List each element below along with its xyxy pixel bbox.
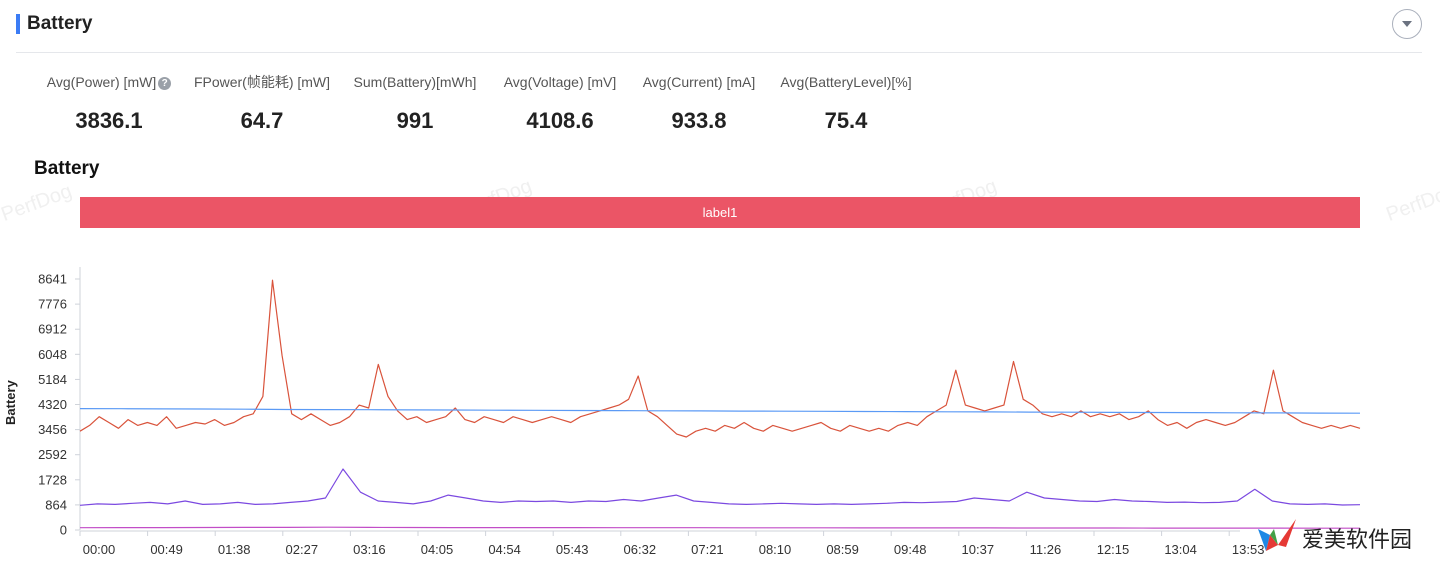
- y-tick-label: 1728: [38, 472, 67, 487]
- x-tick-label: 06:32: [624, 542, 657, 557]
- x-tick-label: 00:49: [150, 542, 183, 557]
- metric-value: 75.4: [824, 108, 868, 133]
- metric-value: 933.8: [671, 108, 727, 133]
- metric-label: Sum(Battery)[mWh]: [353, 74, 477, 90]
- x-tick-label: 02:27: [286, 542, 319, 557]
- x-tick-label: 04:54: [488, 542, 521, 557]
- section-title: Battery: [27, 13, 93, 34]
- x-tick-label: 08:10: [759, 542, 792, 557]
- x-tick-label: 12:15: [1097, 542, 1130, 557]
- metrics-row: Avg(Power) [mW]? 3836.1 FPower(帧能耗) [mW]…: [0, 72, 1000, 142]
- label-band[interactable]: label1: [80, 197, 1360, 228]
- metric-sum-battery: Sum(Battery)[mWh] 991: [349, 72, 481, 134]
- y-tick-label: 864: [45, 497, 67, 512]
- metric-value: 991: [396, 108, 434, 133]
- x-tick-label: 13:04: [1164, 542, 1197, 557]
- y-tick-label: 2592: [38, 447, 67, 462]
- site-logo: 爱美软件园: [1256, 517, 1440, 557]
- x-tick-label: 13:53: [1232, 542, 1265, 557]
- x-tick-label: 05:43: [556, 542, 589, 557]
- chevron-down-icon: [1402, 21, 1412, 27]
- metric-avg-battery-level: Avg(BatteryLevel)[%] 75.4: [777, 72, 915, 134]
- metric-label: Avg(Voltage) [mV]: [503, 74, 617, 90]
- section-accent-bar: [16, 14, 20, 34]
- metric-value: 64.7: [240, 108, 284, 133]
- metric-label: Avg(Current) [mA]: [642, 74, 756, 90]
- metric-label: Avg(BatteryLevel)[%]: [780, 74, 912, 90]
- series-line-voltage: [79, 408, 1361, 414]
- metric-fpower: FPower(帧能耗) [mW] 64.7: [192, 72, 332, 134]
- x-tick-label: 08:59: [826, 542, 859, 557]
- logo-icon: [1258, 519, 1296, 551]
- y-tick-label: 6912: [38, 322, 67, 337]
- y-tick-label: 7776: [38, 297, 67, 312]
- metric-label: FPower(帧能耗) [mW]: [193, 74, 331, 90]
- header-divider: [16, 52, 1422, 53]
- y-tick-label: 4320: [38, 397, 67, 412]
- logo-text: 爱美软件园: [1302, 527, 1413, 552]
- x-tick-label: 09:48: [894, 542, 927, 557]
- chart-title: Battery: [34, 158, 100, 179]
- y-tick-label: 5184: [38, 372, 67, 387]
- y-tick-label: 3456: [38, 422, 67, 437]
- series-line-power: [79, 279, 1361, 438]
- x-tick-label: 10:37: [962, 542, 995, 557]
- y-tick-label: 6048: [38, 347, 67, 362]
- section-header: Battery: [16, 9, 1424, 52]
- metric-avg-power: Avg(Power) [mW]? 3836.1: [42, 72, 176, 134]
- y-tick-label: 0: [60, 523, 67, 538]
- x-tick-label: 01:38: [218, 542, 251, 557]
- series-line-current: [79, 468, 1361, 506]
- metric-avg-voltage: Avg(Voltage) [mV] 4108.6: [499, 72, 621, 134]
- metric-value: 3836.1: [75, 108, 143, 133]
- y-tick-label: 8641: [38, 272, 67, 287]
- metric-avg-current: Avg(Current) [mA] 933.8: [638, 72, 760, 134]
- metric-label: Avg(Power) [mW]: [46, 74, 157, 90]
- collapse-button[interactable]: [1392, 9, 1422, 39]
- x-tick-label: 07:21: [691, 542, 724, 557]
- help-icon[interactable]: ?: [158, 77, 172, 90]
- x-tick-label: 11:26: [1030, 542, 1062, 557]
- series-line-level: [79, 526, 1360, 529]
- x-tick-label: 03:16: [353, 542, 386, 557]
- x-tick-label: 00:00: [83, 542, 116, 557]
- x-tick-label: 04:05: [421, 542, 454, 557]
- metric-value: 4108.6: [526, 108, 594, 133]
